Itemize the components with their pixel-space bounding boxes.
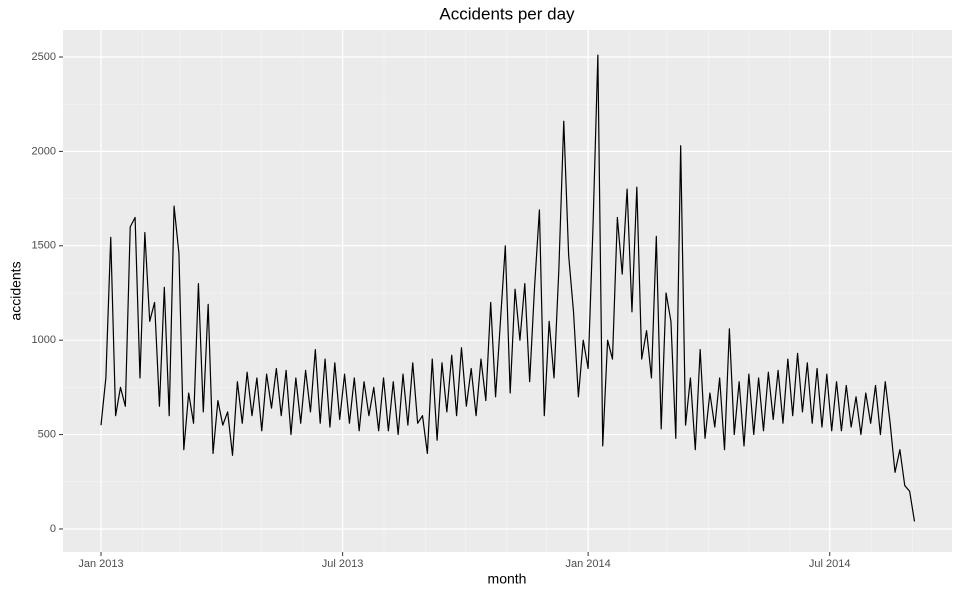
- x-tick-label: Jul 2013: [322, 558, 364, 570]
- y-tick-label: 0: [50, 523, 56, 535]
- y-tick-label: 2500: [32, 51, 56, 63]
- x-tick-label: Jan 2014: [565, 558, 610, 570]
- x-axis-label: month: [488, 571, 527, 587]
- y-axis-label: accidents: [8, 261, 24, 320]
- grid: [63, 30, 952, 552]
- y-tick-label: 2000: [32, 145, 56, 157]
- y-tick-label: 1000: [32, 334, 56, 346]
- y-tick-label: 1500: [32, 240, 56, 252]
- x-tick-label: Jan 2013: [78, 558, 123, 570]
- panel: [63, 30, 952, 552]
- chart-title: Accidents per day: [439, 4, 575, 23]
- marks: [100, 54, 916, 522]
- y-tick-label: 500: [38, 428, 56, 440]
- x-tick-label: Jul 2014: [809, 558, 851, 570]
- data-line: [100, 54, 916, 522]
